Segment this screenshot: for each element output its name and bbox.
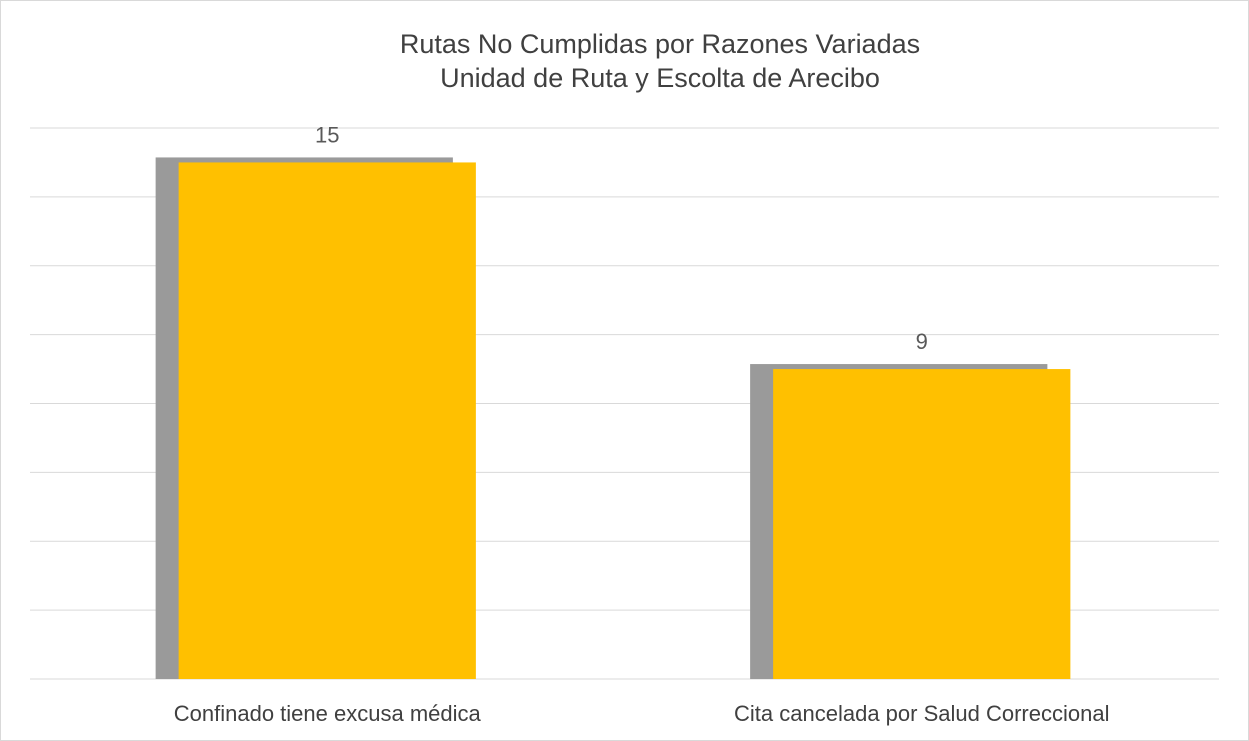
- data-label: 15: [315, 122, 339, 147]
- bar: [178, 162, 476, 679]
- bar: [773, 369, 1071, 679]
- chart-title: Rutas No Cumplidas por Razones Variadas: [400, 29, 920, 59]
- data-label: 9: [916, 329, 928, 354]
- x-tick-label: Confinado tiene excusa médica: [174, 701, 482, 726]
- x-tick-label: Cita cancelada por Salud Correccional: [734, 701, 1109, 726]
- chart-subtitle: Unidad de Ruta y Escolta de Arecibo: [440, 63, 880, 93]
